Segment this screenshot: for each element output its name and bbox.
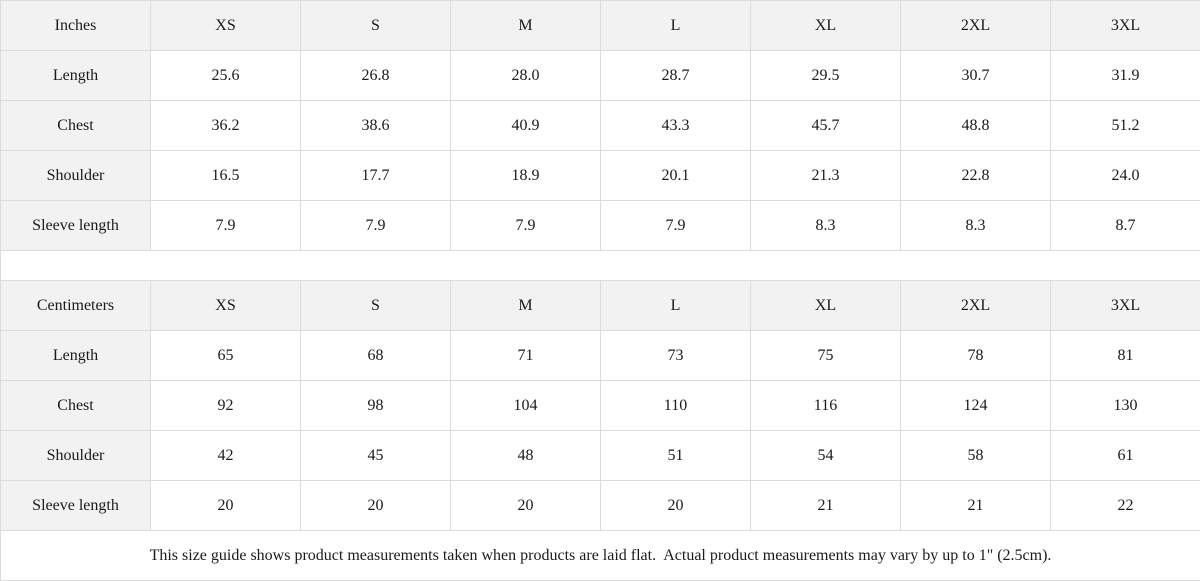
measurement-cell: 7.9 bbox=[151, 201, 301, 251]
measurement-cell: 81 bbox=[1051, 331, 1200, 381]
measurement-cell: 54 bbox=[751, 431, 901, 481]
measurement-cell: 30.7 bbox=[901, 51, 1051, 101]
measurement-cell: 31.9 bbox=[1051, 51, 1200, 101]
measurement-cell: 24.0 bbox=[1051, 151, 1200, 201]
size-header: XL bbox=[751, 1, 901, 51]
measurement-cell: 75 bbox=[751, 331, 901, 381]
measurement-cell: 26.8 bbox=[301, 51, 451, 101]
measurement-cell: 7.9 bbox=[451, 201, 601, 251]
measurement-cell: 48 bbox=[451, 431, 601, 481]
measurement-cell: 7.9 bbox=[301, 201, 451, 251]
measurement-cell: 92 bbox=[151, 381, 301, 431]
measurement-label: Chest bbox=[1, 381, 151, 431]
measurement-cell: 58 bbox=[901, 431, 1051, 481]
size-header: 2XL bbox=[901, 1, 1051, 51]
spacer-row bbox=[1, 251, 1200, 281]
measurement-cell: 8.3 bbox=[751, 201, 901, 251]
size-header: XS bbox=[151, 281, 301, 331]
measurement-cell: 8.3 bbox=[901, 201, 1051, 251]
measurement-cell: 20 bbox=[601, 481, 751, 531]
measurement-cell: 130 bbox=[1051, 381, 1200, 431]
measurement-cell: 22 bbox=[1051, 481, 1200, 531]
measurement-cell: 28.7 bbox=[601, 51, 751, 101]
measurement-cell: 104 bbox=[451, 381, 601, 431]
size-header: XL bbox=[751, 281, 901, 331]
measurement-label: Shoulder bbox=[1, 151, 151, 201]
size-header: 2XL bbox=[901, 281, 1051, 331]
measurement-cell: 21.3 bbox=[751, 151, 901, 201]
measurement-cell: 51.2 bbox=[1051, 101, 1200, 151]
measurement-cell: 78 bbox=[901, 331, 1051, 381]
measurement-cell: 110 bbox=[601, 381, 751, 431]
measurement-cell: 71 bbox=[451, 331, 601, 381]
measurement-label: Shoulder bbox=[1, 431, 151, 481]
measurement-cell: 18.9 bbox=[451, 151, 601, 201]
measurement-cell: 20 bbox=[301, 481, 451, 531]
measurement-cell: 68 bbox=[301, 331, 451, 381]
measurement-cell: 116 bbox=[751, 381, 901, 431]
measurement-cell: 51 bbox=[601, 431, 751, 481]
measurement-cell: 40.9 bbox=[451, 101, 601, 151]
measurement-label: Sleeve length bbox=[1, 201, 151, 251]
size-header: M bbox=[451, 281, 601, 331]
spacer bbox=[1, 251, 1200, 281]
size-header: S bbox=[301, 281, 451, 331]
measurement-cell: 73 bbox=[601, 331, 751, 381]
measurement-label: Sleeve length bbox=[1, 481, 151, 531]
measurement-cell: 38.6 bbox=[301, 101, 451, 151]
measurement-cell: 98 bbox=[301, 381, 451, 431]
measurement-cell: 45 bbox=[301, 431, 451, 481]
measurement-label: Length bbox=[1, 51, 151, 101]
size-header: 3XL bbox=[1051, 281, 1200, 331]
measurement-cell: 48.8 bbox=[901, 101, 1051, 151]
size-header: M bbox=[451, 1, 601, 51]
measurement-cell: 124 bbox=[901, 381, 1051, 431]
unit-header: Centimeters bbox=[1, 281, 151, 331]
measurement-cell: 7.9 bbox=[601, 201, 751, 251]
measurement-cell: 16.5 bbox=[151, 151, 301, 201]
measurement-cell: 20 bbox=[451, 481, 601, 531]
measurement-cell: 20 bbox=[151, 481, 301, 531]
measurement-cell: 8.7 bbox=[1051, 201, 1200, 251]
measurement-cell: 43.3 bbox=[601, 101, 751, 151]
measurement-cell: 36.2 bbox=[151, 101, 301, 151]
size-header: L bbox=[601, 281, 751, 331]
note-row: This size guide shows product measuremen… bbox=[1, 531, 1200, 581]
measurement-cell: 29.5 bbox=[751, 51, 901, 101]
measurement-cell: 21 bbox=[751, 481, 901, 531]
unit-header: Inches bbox=[1, 1, 151, 51]
measurement-label: Chest bbox=[1, 101, 151, 151]
measurement-cell: 28.0 bbox=[451, 51, 601, 101]
measurement-cell: 20.1 bbox=[601, 151, 751, 201]
measurement-cell: 45.7 bbox=[751, 101, 901, 151]
size-header: 3XL bbox=[1051, 1, 1200, 51]
size-guide-note: This size guide shows product measuremen… bbox=[1, 531, 1200, 581]
measurement-cell: 17.7 bbox=[301, 151, 451, 201]
measurement-cell: 42 bbox=[151, 431, 301, 481]
measurement-cell: 65 bbox=[151, 331, 301, 381]
size-header: L bbox=[601, 1, 751, 51]
measurement-cell: 22.8 bbox=[901, 151, 1051, 201]
size-header: S bbox=[301, 1, 451, 51]
measurement-label: Length bbox=[1, 331, 151, 381]
measurement-cell: 21 bbox=[901, 481, 1051, 531]
measurement-cell: 25.6 bbox=[151, 51, 301, 101]
measurement-cell: 61 bbox=[1051, 431, 1200, 481]
size-header: XS bbox=[151, 1, 301, 51]
